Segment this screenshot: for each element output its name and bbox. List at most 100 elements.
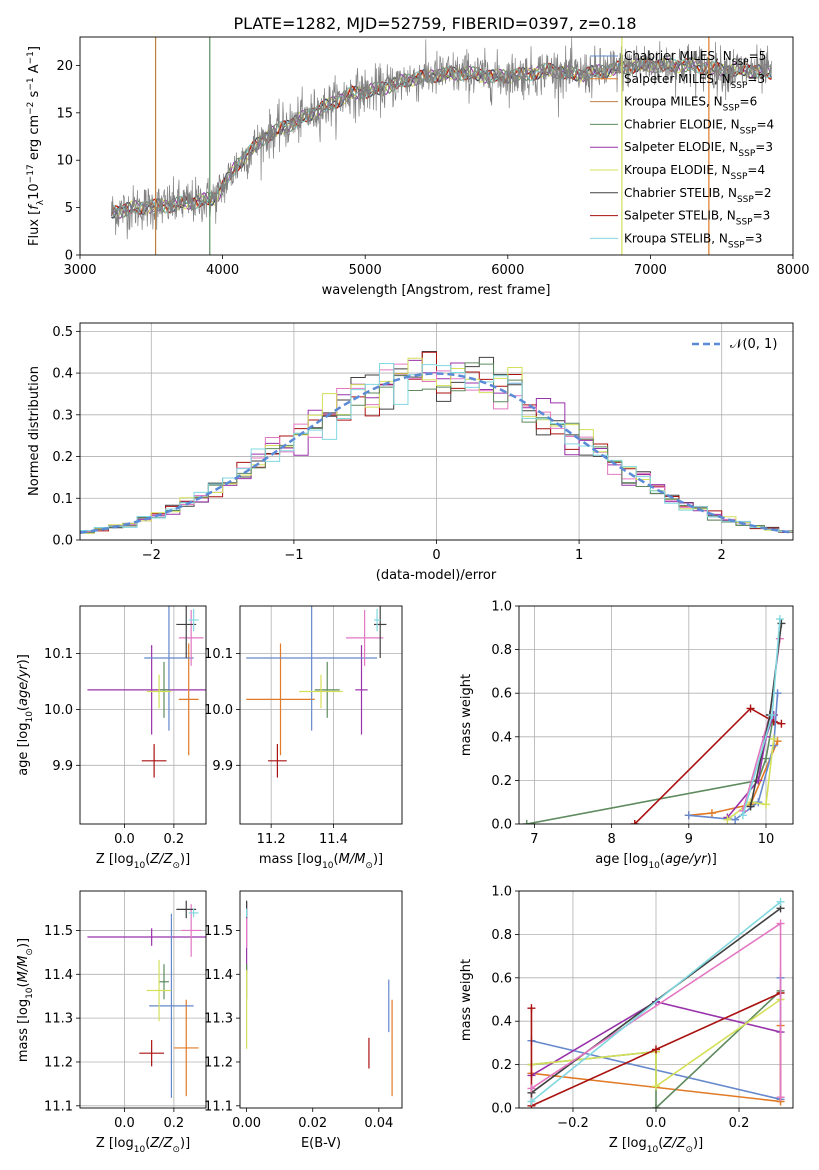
y-tick-label: 11.2: [204, 1055, 233, 1070]
y-tick-label: 0.8: [491, 643, 512, 658]
y-tick-label: 0.4: [491, 730, 512, 745]
y-tick-label: 10.1: [44, 647, 73, 662]
x-tick-label: 7: [530, 832, 538, 847]
y-tick-label: 10.1: [204, 647, 233, 662]
axes-age-vs-mass: 11.2 11.4 9.9 10.0 10.1 mass [log10(M/M⊙)]: [204, 605, 403, 871]
axes-frame: [239, 890, 403, 1109]
axes-spectrum: 3000 4000 5000 6000 7000 8000 0 5 10 15 20 Chabrier…: [26, 36, 810, 298]
y-tick-label: 0.0: [491, 1102, 512, 1117]
y-tick-label: 20: [56, 59, 73, 74]
x-tick-label: 7000: [634, 263, 667, 278]
legend-label: Kroupa STELIB, NSSP=3: [624, 231, 762, 250]
y-tick-label: 11.1: [44, 1099, 73, 1114]
plot-area-weight-vs-Z: [527, 897, 785, 1108]
legend-label: Kroupa ELODIE, NSSP=4: [624, 163, 765, 182]
axes-weight-vs-Z: −0.2 0.0 0.2 0.0 0.2 0.4 0.6 0.8 1.0 Z [log10(Z/Z…: [459, 885, 794, 1155]
series-line: [688, 740, 779, 817]
y-tick-label: 0.2: [491, 1058, 512, 1073]
plot-area-mass-vs-Z: [87, 900, 206, 1098]
y-tick-label: 0: [65, 249, 73, 264]
x-axis-label: age [log10(age/yr)]: [595, 852, 717, 871]
legend-label: Kroupa MILES, NSSP=6: [624, 95, 757, 114]
axes-age-vs-Z: 0.0 0.2 9.9 10.0 10.1 Z [log10(Z/Z⊙)] age [log…: [16, 605, 207, 871]
x-tick-label: 8: [607, 832, 615, 847]
marker-plus: [777, 719, 786, 728]
x-axis-label: Z [log10(Z/Z⊙)]: [609, 1136, 703, 1155]
series-line: [530, 992, 781, 1108]
x-tick-label: 2: [718, 548, 726, 563]
y-axis-label: age [log10(age/yr)]: [16, 654, 35, 776]
marker-plus: [776, 897, 785, 906]
marker-plus: [746, 704, 755, 713]
x-tick-label: 0.0: [646, 1116, 667, 1131]
series-line: [531, 998, 782, 1088]
marker-plus: [738, 811, 747, 820]
y-axis-label: Flux [fλ10−17 erg cm−2 s−1 A−1]: [26, 46, 46, 246]
histogram-step: [80, 363, 793, 533]
marker-plus: [761, 800, 770, 809]
y-tick-label: 10: [56, 154, 73, 169]
series-line: [634, 707, 782, 824]
y-tick-label: 0.3: [52, 408, 73, 423]
axes-frame: [518, 605, 794, 825]
x-tick-label: 0.0: [114, 832, 135, 847]
legend-label: Chabrier MILES, NSSP=5: [624, 49, 766, 68]
y-tick-label: 9.9: [212, 759, 233, 774]
marker-plus: [527, 1097, 536, 1106]
marker-plus: [723, 815, 732, 824]
x-tick-label: 10: [758, 832, 775, 847]
marker-plus: [746, 802, 755, 811]
legend-label: Chabrier ELODIE, NSSP=4: [624, 117, 774, 136]
x-axis-label: Z [log10(Z/Z⊙)]: [96, 852, 190, 871]
marker-plus: [527, 1004, 536, 1013]
x-tick-label: 0.0: [114, 1116, 135, 1131]
x-axis-label: wavelength [Angstrom, rest frame]: [322, 283, 551, 298]
legend-label: Salpeter STELIB, NSSP=3: [624, 209, 770, 228]
series-line: [726, 714, 775, 818]
marker-plus: [773, 689, 782, 698]
legend-label: Chabrier STELIB, NSSP=2: [624, 186, 772, 205]
series-line: [530, 901, 782, 1103]
y-tick-label: 11.5: [204, 924, 233, 939]
marker-plus: [527, 1084, 536, 1093]
y-tick-label: 11.2: [44, 1055, 73, 1070]
marker-plus: [522, 820, 531, 824]
plot-area-spectrum: [110, 37, 773, 255]
y-tick-label: 15: [56, 106, 73, 121]
y-axis-label: mass weight: [459, 959, 474, 1041]
marker-plus: [775, 615, 784, 624]
y-tick-label: 11.4: [204, 968, 233, 983]
x-tick-label: 0.04: [364, 1116, 393, 1131]
y-tick-label: 0.6: [491, 687, 512, 702]
marker-plus: [652, 1045, 660, 1054]
axes-weight-vs-age: 7 8 9 10 0.0 0.2 0.4 0.6 0.8 1.0 age [log10(age/yr…: [459, 600, 794, 871]
y-tick-label: 0.2: [52, 450, 73, 465]
normal-curve: [80, 372, 793, 534]
marker-plus: [652, 1104, 660, 1108]
marker-plus: [761, 754, 770, 763]
x-tick-label: 3000: [63, 263, 96, 278]
marker-plus: [684, 811, 693, 820]
legend-label: Salpeter ELODIE, NSSP=3: [624, 140, 773, 159]
marker-plus: [769, 734, 778, 743]
x-tick-label: 6000: [491, 263, 524, 278]
y-axis-label: mass [log10(M/M⊙)]: [16, 938, 35, 1062]
x-tick-label: 0.2: [164, 832, 185, 847]
y-tick-label: 1.0: [491, 600, 512, 615]
x-tick-label: 1: [575, 548, 583, 563]
y-axis-label: mass weight: [459, 674, 474, 756]
histogram-step: [80, 363, 793, 533]
axes-frame: [79, 36, 794, 256]
axes-mass-vs-ebv: 0.00 0.02 0.04 11.1 11.2 11.3 11.4 11.5 E(B-V): [204, 890, 403, 1151]
plot-area-age-vs-Z: [87, 606, 206, 778]
x-tick-label: 9: [685, 832, 693, 847]
y-tick-label: 11.1: [204, 1099, 233, 1114]
axes-frame: [239, 605, 403, 825]
y-tick-label: 0.6: [491, 971, 512, 986]
y-tick-label: 0.4: [52, 367, 73, 382]
y-tick-label: 0.0: [52, 534, 73, 549]
marker-plus: [630, 820, 639, 824]
y-tick-label: 10.0: [204, 703, 233, 718]
plot-area-residuals: [80, 351, 793, 534]
